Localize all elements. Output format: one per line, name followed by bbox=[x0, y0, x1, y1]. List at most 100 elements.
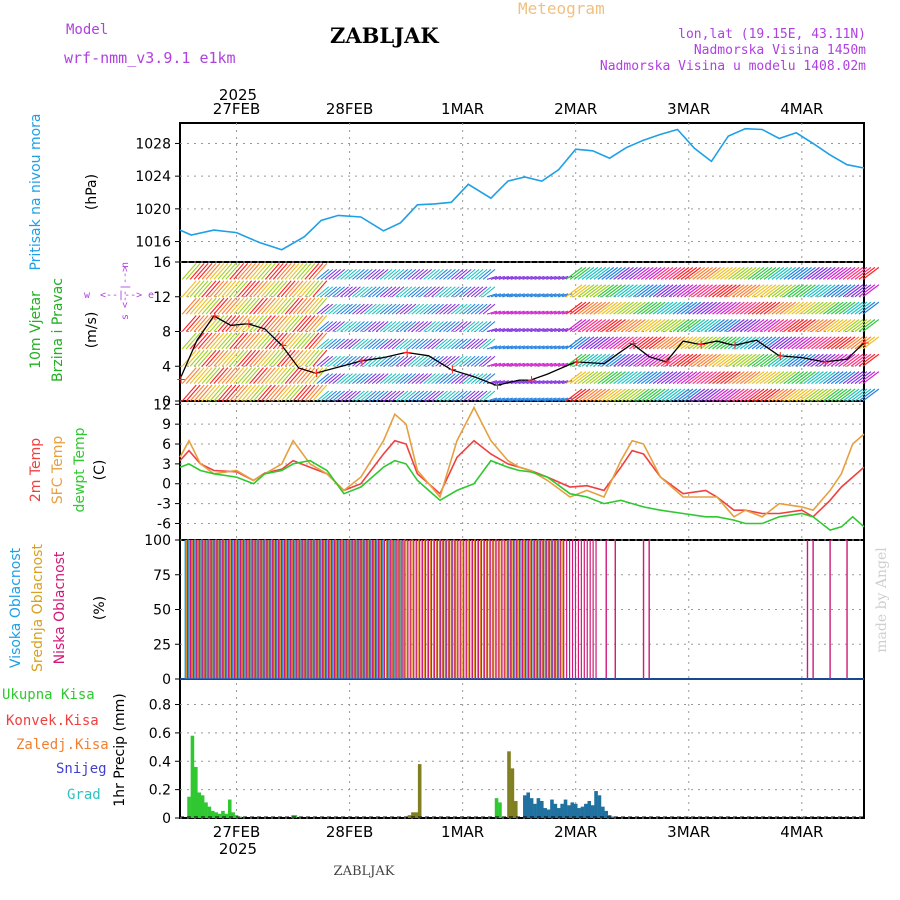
wind-barb bbox=[340, 355, 353, 367]
wind-barb bbox=[728, 284, 745, 298]
wind-barb bbox=[197, 332, 213, 350]
wind-barb bbox=[371, 303, 385, 315]
wind-barb bbox=[462, 321, 476, 332]
wind-barb bbox=[415, 303, 429, 315]
wind-barb bbox=[526, 310, 537, 315]
wind-barb bbox=[712, 371, 729, 385]
wind-barb bbox=[336, 268, 349, 280]
wind-barb bbox=[692, 336, 710, 350]
wind-barb bbox=[431, 373, 444, 385]
wind-barb bbox=[597, 319, 615, 332]
wind-barb bbox=[276, 349, 292, 367]
wind-barb bbox=[403, 321, 417, 332]
wind-barb bbox=[217, 332, 233, 350]
wind-barb bbox=[787, 388, 805, 402]
wind-barb bbox=[462, 338, 476, 350]
wind-barb bbox=[336, 286, 349, 298]
wind-barb bbox=[407, 268, 421, 280]
wind-barb bbox=[324, 338, 338, 350]
wind-barb bbox=[268, 315, 284, 332]
wind-barb bbox=[466, 373, 480, 385]
wind-barb bbox=[680, 301, 698, 315]
wind-barb bbox=[348, 338, 361, 350]
wind-barb bbox=[775, 319, 793, 332]
wind-barb bbox=[324, 373, 338, 385]
wind-barb bbox=[316, 338, 330, 350]
wind-barb bbox=[581, 336, 599, 350]
wind-barb bbox=[193, 315, 209, 332]
wind-barb bbox=[763, 266, 781, 280]
wind-barb bbox=[205, 384, 221, 402]
wind-barb bbox=[268, 263, 284, 280]
wind-barb bbox=[759, 319, 777, 332]
wind-barb bbox=[751, 284, 769, 298]
wind-barb bbox=[356, 268, 369, 280]
wind-barb bbox=[822, 353, 840, 367]
wind-barb bbox=[712, 284, 729, 298]
wind-barb bbox=[858, 319, 876, 332]
wind-barb bbox=[704, 336, 721, 350]
wind-barb bbox=[431, 303, 444, 315]
wind-barb bbox=[260, 280, 276, 298]
wind-barb bbox=[454, 338, 468, 350]
wind-barb bbox=[241, 367, 257, 384]
wind-barb bbox=[435, 303, 448, 315]
wind-barb bbox=[842, 301, 860, 315]
ytick-label-pressure: 1024 bbox=[135, 169, 171, 185]
wind-gust-marker: + bbox=[210, 309, 220, 323]
wind-barb bbox=[558, 275, 569, 280]
wind-barb bbox=[419, 303, 433, 315]
wind-barb bbox=[367, 373, 381, 385]
wind-barb bbox=[237, 332, 253, 350]
wind-barb bbox=[771, 266, 789, 280]
wind-barb bbox=[688, 319, 706, 332]
frame-precip bbox=[179, 678, 865, 819]
wind-barb bbox=[652, 371, 670, 385]
wind-barb bbox=[415, 355, 429, 367]
wind-barb bbox=[352, 303, 365, 315]
wind-barb bbox=[838, 336, 856, 350]
wind-barb bbox=[696, 284, 714, 298]
wind-barb bbox=[383, 355, 397, 367]
wind-barb bbox=[803, 353, 820, 367]
wind-barb bbox=[510, 327, 521, 333]
wind-barb bbox=[387, 355, 401, 367]
wind-barb bbox=[379, 338, 393, 350]
wind-speed-line bbox=[179, 315, 865, 387]
wind-barb bbox=[589, 353, 607, 367]
wind-barb bbox=[743, 371, 761, 385]
wind-barb bbox=[755, 388, 773, 402]
wind-barb bbox=[775, 284, 793, 298]
wind-barb bbox=[550, 362, 561, 367]
wind-barb bbox=[454, 355, 468, 367]
precip-bar bbox=[231, 812, 235, 818]
wind-barb bbox=[708, 301, 725, 315]
wind-barb bbox=[257, 332, 272, 350]
ytick-label-cloud: 50 bbox=[153, 603, 171, 619]
wind-barb bbox=[474, 303, 488, 315]
wind-barb bbox=[656, 284, 674, 298]
wind-barb bbox=[668, 301, 686, 315]
wind-barb bbox=[712, 266, 729, 280]
wind-barb bbox=[379, 373, 393, 385]
top-day-label: 4MAR bbox=[780, 100, 823, 118]
wind-barb bbox=[739, 301, 757, 315]
wind-barb bbox=[605, 353, 622, 367]
wind-barb bbox=[739, 388, 757, 402]
wind-barb bbox=[209, 297, 225, 315]
precip-axis-label: 1hr Precip (mm) bbox=[112, 693, 128, 806]
wind-barb bbox=[474, 268, 488, 280]
wind-barb bbox=[352, 286, 365, 298]
wind-barb bbox=[233, 349, 249, 367]
wind-barb bbox=[257, 349, 272, 367]
wind-barb bbox=[779, 301, 797, 315]
wind-barb bbox=[585, 301, 603, 315]
wind-barb bbox=[371, 268, 385, 280]
wind-barb bbox=[359, 390, 373, 402]
wind-barb bbox=[751, 388, 769, 402]
wind-barb bbox=[621, 319, 638, 332]
wind-barb bbox=[648, 371, 666, 385]
wind-barb bbox=[664, 388, 682, 402]
wind-barb bbox=[668, 284, 686, 298]
wind-barb bbox=[858, 353, 876, 367]
